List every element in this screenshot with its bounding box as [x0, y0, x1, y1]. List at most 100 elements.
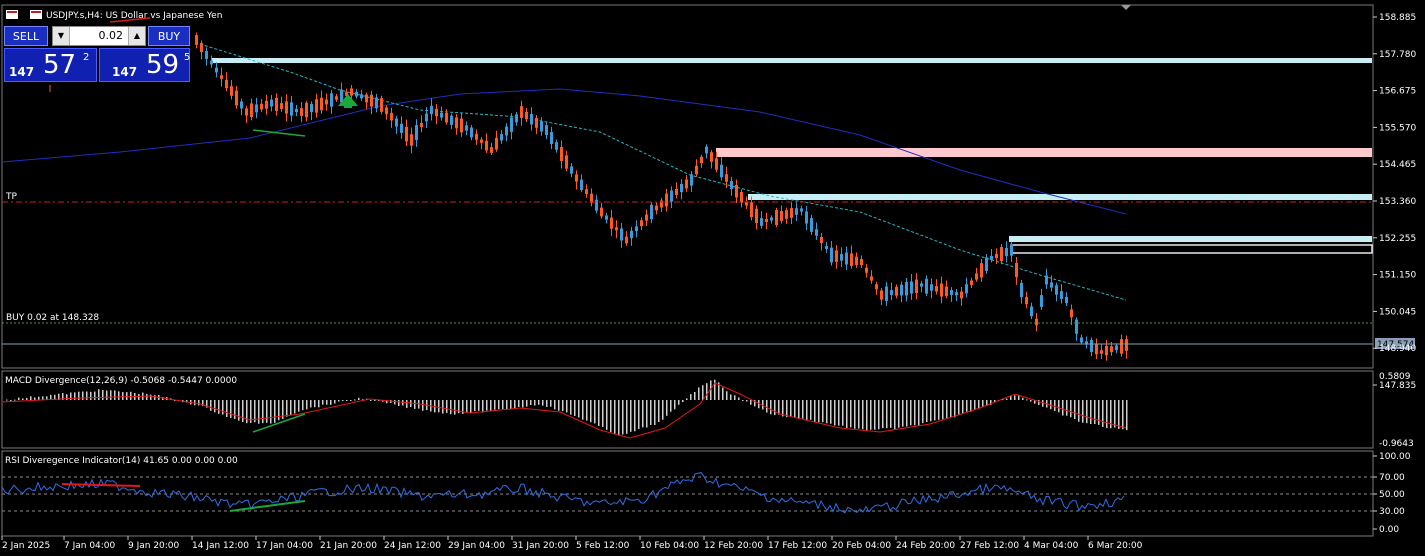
lot-decrease-icon[interactable]: ▼ — [53, 27, 70, 45]
macd-histogram-bar — [74, 392, 76, 400]
price-axis-label: 152.255 — [1379, 234, 1416, 244]
candle — [845, 252, 848, 265]
macd-histogram-bar — [658, 400, 660, 423]
time-axis-label: 24 Jan 12:00 — [384, 541, 441, 551]
macd-histogram-bar — [550, 400, 552, 407]
candle — [650, 204, 653, 220]
macd-histogram-bar — [910, 400, 912, 426]
macd-histogram-bar — [590, 400, 592, 423]
macd-histogram-bar — [78, 391, 80, 400]
macd-axis-label: 0.5809 — [1379, 372, 1411, 382]
candle — [725, 174, 728, 182]
candle — [1025, 297, 1028, 305]
candle — [635, 226, 638, 232]
resistance-zone-4[interactable] — [1010, 244, 1373, 254]
macd-histogram-bar — [254, 400, 256, 423]
macd-histogram-bar — [234, 400, 236, 420]
macd-histogram-bar — [1006, 398, 1008, 400]
macd-histogram-bar — [1054, 400, 1056, 411]
buy-button[interactable]: BUY — [148, 26, 190, 46]
lot-value[interactable]: 0.02 — [98, 29, 124, 42]
macd-histogram-bar — [46, 396, 48, 400]
candle — [345, 92, 348, 96]
candle — [555, 142, 558, 150]
rsi-bearish-divergence-line — [61, 483, 141, 487]
macd-histogram-bar — [1086, 400, 1088, 424]
macd-histogram-bar — [90, 391, 92, 400]
candle — [220, 75, 223, 79]
macd-histogram-bar — [674, 400, 676, 410]
candle — [300, 108, 303, 116]
price-axis-label: 150.045 — [1379, 307, 1416, 317]
macd-histogram-bar — [386, 400, 388, 404]
rsi-bullish-divergence-line — [229, 500, 306, 512]
macd-histogram-bar — [454, 400, 456, 415]
macd-histogram-bar — [102, 389, 104, 400]
time-axis-label: 14 Jan 12:00 — [192, 541, 249, 551]
macd-histogram-bar — [678, 400, 680, 405]
candle — [660, 200, 663, 208]
candle — [1040, 295, 1043, 307]
macd-histogram-bar — [1090, 400, 1092, 425]
candle — [880, 290, 883, 300]
time-axis-label: 21 Jan 20:00 — [320, 541, 377, 551]
candle — [700, 156, 703, 164]
candle — [525, 111, 528, 120]
bid-price-button[interactable]: 147 57 2 — [4, 48, 97, 82]
candle — [955, 292, 958, 296]
shift-marker[interactable] — [1121, 5, 1131, 10]
candle — [740, 192, 743, 203]
macd-histogram-bar — [974, 400, 976, 410]
macd-histogram-bar — [510, 400, 512, 410]
macd-histogram-bar — [886, 400, 888, 429]
candle — [575, 174, 578, 182]
rsi-line — [1, 471, 1125, 514]
macd-histogram-bar — [582, 400, 584, 420]
candle — [940, 283, 943, 297]
macd-histogram-bar — [586, 400, 588, 421]
macd-histogram-bar — [598, 400, 600, 426]
macd-histogram-bar — [186, 400, 188, 403]
macd-histogram-bar — [174, 400, 176, 401]
sell-button[interactable]: SELL — [4, 26, 48, 46]
candle — [390, 112, 393, 121]
macd-histogram-bar — [546, 400, 548, 408]
macd-histogram-bar — [1074, 400, 1076, 420]
macd-histogram-bar — [482, 400, 484, 413]
macd-histogram-bar — [266, 400, 268, 423]
lot-increase-icon[interactable]: ▲ — [128, 27, 145, 45]
resistance-zone-3[interactable] — [1009, 236, 1372, 242]
time-axis-label: 7 Jan 04:00 — [64, 541, 116, 551]
macd-histogram-bar — [474, 400, 476, 412]
macd-histogram-bar — [1070, 400, 1072, 418]
macd-histogram-bar — [718, 382, 720, 400]
macd-histogram-bar — [722, 387, 724, 400]
candle — [830, 247, 833, 263]
macd-histogram-bar — [98, 389, 100, 400]
macd-histogram-bar — [578, 400, 580, 418]
candle — [745, 201, 748, 206]
macd-histogram-bar — [378, 400, 380, 402]
ask-price-button[interactable]: 147 59 5 — [99, 48, 190, 82]
macd-histogram-bar — [1038, 400, 1040, 405]
candle — [245, 108, 248, 116]
macd-histogram-bar — [154, 395, 156, 400]
buy-signal-arrow-icon[interactable] — [338, 94, 358, 108]
macd-histogram-bar — [306, 400, 308, 410]
candle — [510, 117, 513, 132]
time-axis-label: 9 Jan 20:00 — [128, 541, 180, 551]
macd-histogram-bar — [790, 400, 792, 417]
macd-histogram-bar — [966, 400, 968, 412]
macd-histogram-bar — [642, 400, 644, 428]
macd-histogram-bar — [574, 400, 576, 416]
macd-divergence-line — [252, 413, 306, 433]
candle — [305, 102, 308, 118]
macd-histogram-bar — [626, 400, 628, 434]
resistance-zone-1[interactable] — [212, 58, 1372, 63]
macd-histogram-bar — [866, 400, 868, 431]
supply-zone[interactable] — [716, 148, 1372, 157]
lot-size-field[interactable]: ▼ 0.02 ▲ — [52, 26, 146, 46]
candle — [290, 102, 293, 116]
macd-histogram-bar — [634, 400, 636, 432]
